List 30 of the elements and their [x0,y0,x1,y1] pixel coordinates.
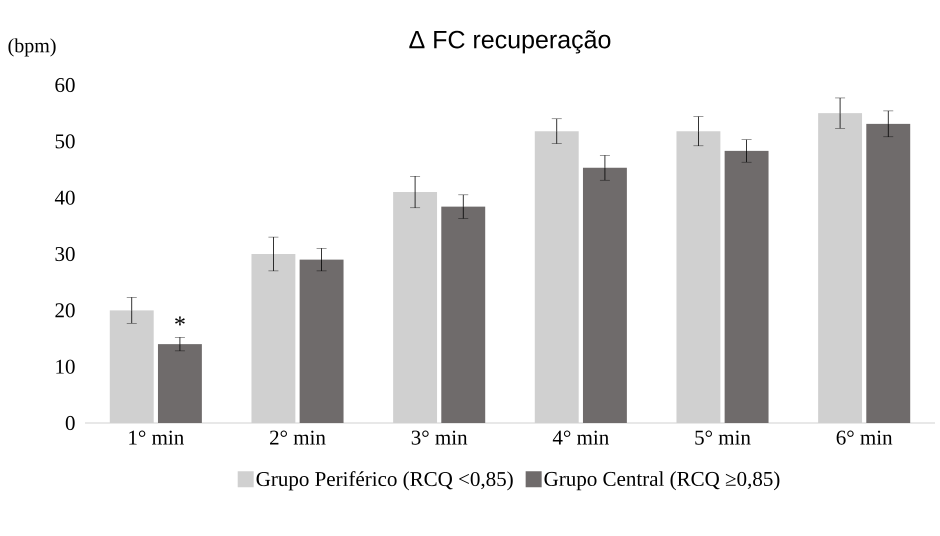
x-tick-label: 3° min [412,430,468,445]
annotation: * [175,316,185,326]
y-tick-label: 10 [56,360,75,374]
bar [251,254,296,423]
x-tick-label: 1° min [129,430,184,444]
bar [441,206,486,423]
y-axis-title: (bpm) [8,38,56,56]
y-tick-label: 0 [66,416,75,430]
x-tick-label: 2° min [270,430,326,444]
y-tick-label: 20 [55,303,75,318]
bar [818,113,862,423]
bar [866,124,910,423]
x-tick-label: 5° min [695,430,751,445]
bar [534,131,579,423]
x-tick-label: 4° min [552,430,609,444]
y-tick-label: 50 [56,134,75,148]
y-tick-label: 40 [54,190,75,205]
bar [393,192,438,423]
legend-label: Grupo Periférico (RCQ <0,85) [256,471,513,490]
legend-label: Grupo Central (RCQ ≥0,85) [544,471,780,490]
x-tick-label: 6° min [836,430,892,445]
bar [582,168,627,423]
bar [724,150,769,423]
chart-title: Δ FC recuperação [409,30,610,54]
bar [158,344,202,423]
y-tick-label: 30 [55,246,75,262]
bar [676,131,720,423]
bar [110,310,154,423]
bar [300,260,344,423]
y-tick-label: 60 [55,78,75,92]
